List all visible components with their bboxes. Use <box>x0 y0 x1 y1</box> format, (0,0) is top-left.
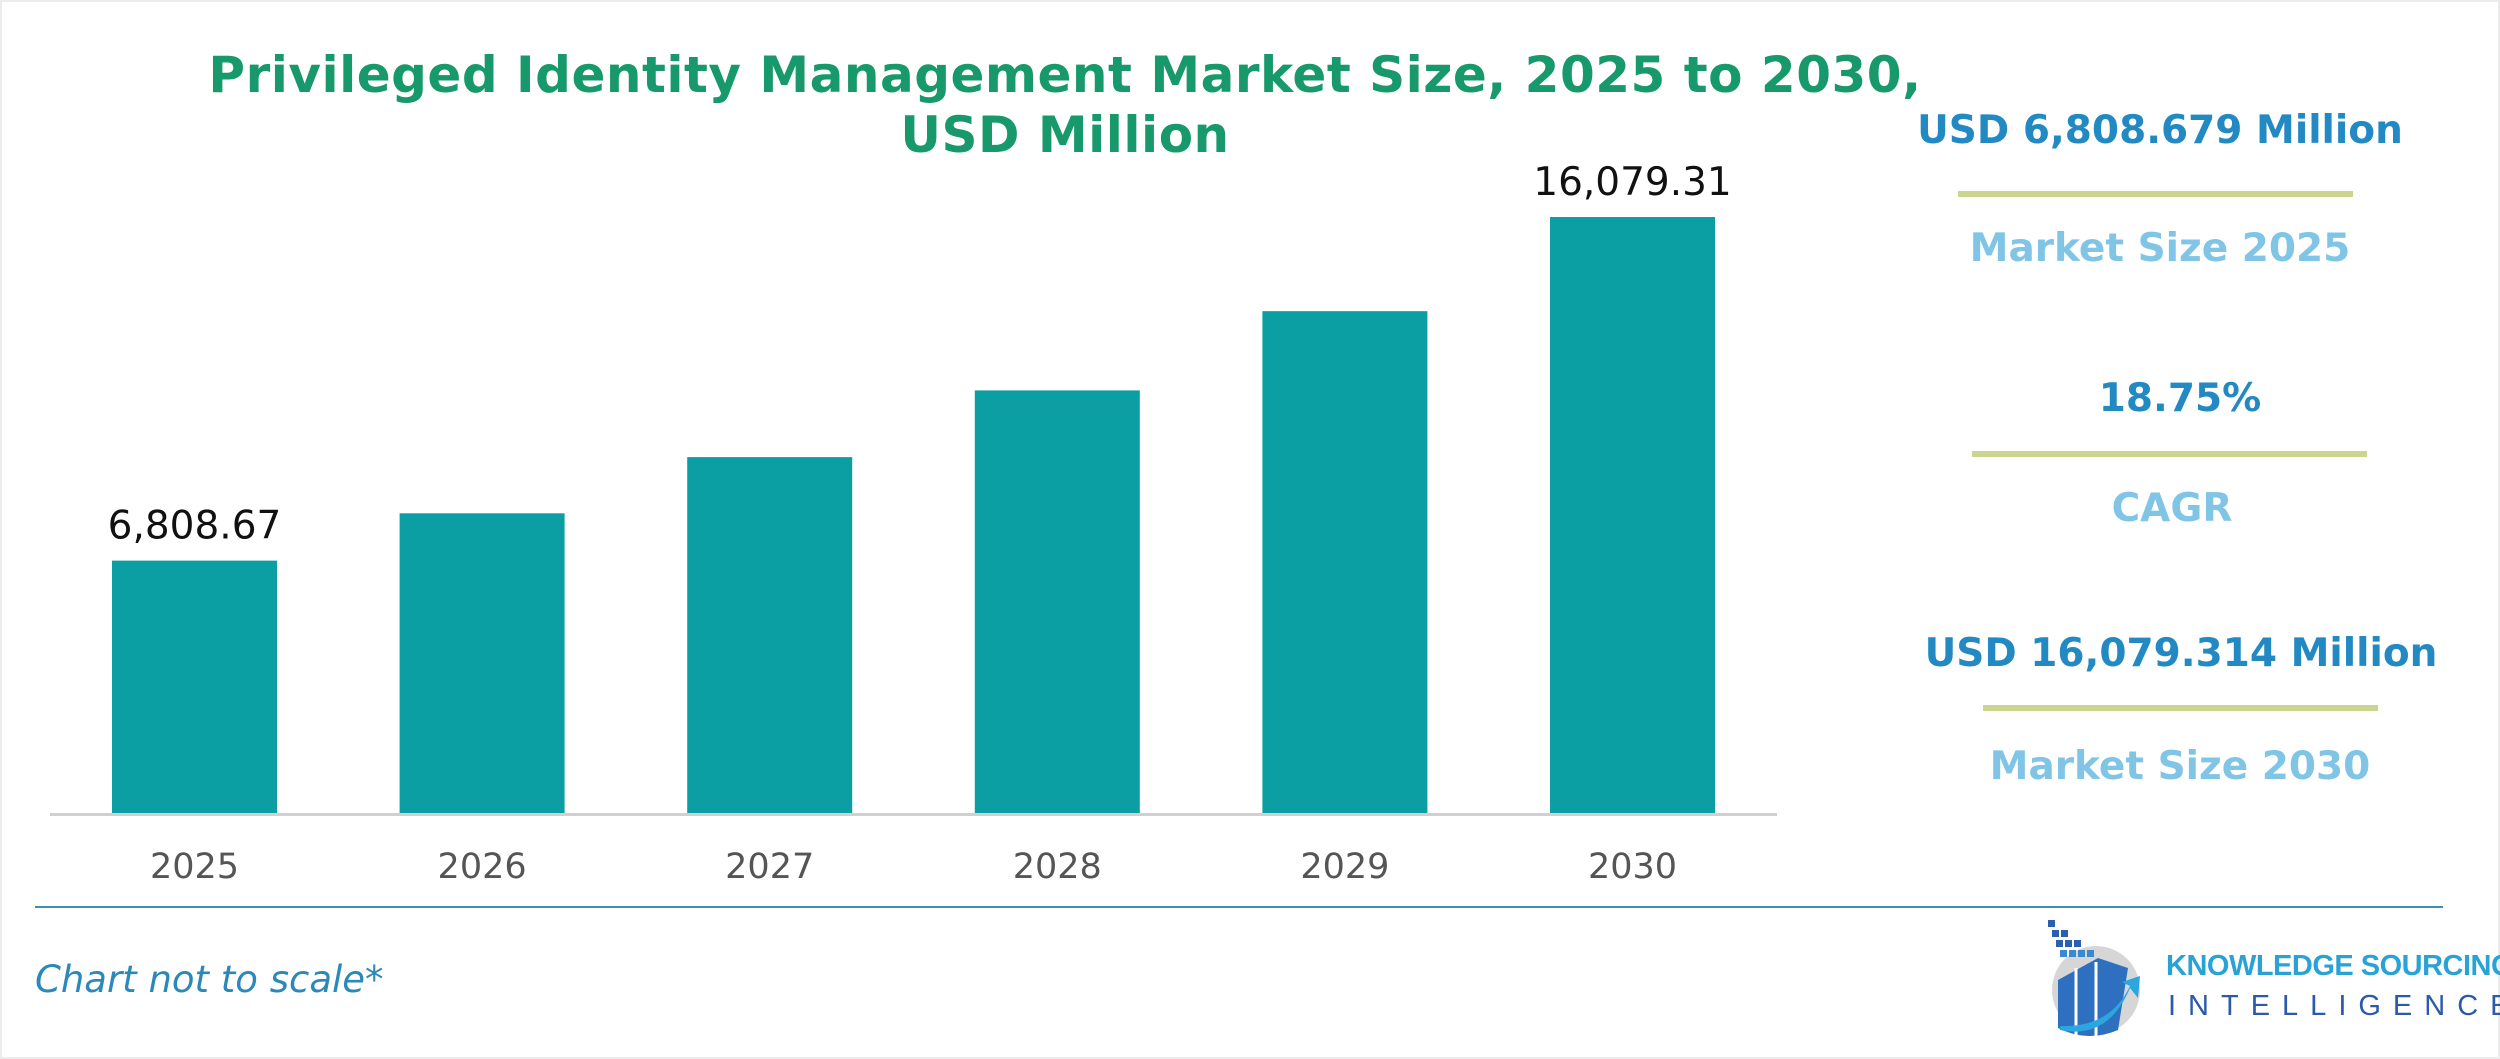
cagr-value: 18.75% <box>2098 376 2262 421</box>
bar-2029 <box>1262 311 1428 813</box>
bar-2028 <box>974 390 1140 813</box>
market-size-2030-label: Market Size 2030 <box>1989 744 2371 789</box>
chart-not-to-scale-note: Chart not to scale* <box>35 958 384 1001</box>
logo-globe-icon <box>2048 920 2140 1037</box>
knowledge-sourcing-logo: KNOWLEDGE SOURCING INTELLIGENCE <box>2038 918 2500 1043</box>
market-size-2030-value: USD 16,079.314 Million <box>1924 631 2438 676</box>
cagr-label: CAGR <box>2111 486 2233 531</box>
market-size-2025-value: USD 6,808.679 Million <box>1917 108 2403 153</box>
chart-title-line-1: Privileged Identity Management Market Si… <box>208 46 1922 104</box>
bar-2025 <box>112 560 277 813</box>
separator-1 <box>1958 191 2353 197</box>
chart-title-line-2: USD Million <box>900 106 1230 164</box>
x-tick-label-2027: 2027 <box>725 847 814 887</box>
x-tick-label-2029: 2029 <box>1300 847 1389 887</box>
data-label-2025: 6,808.67 <box>108 504 282 549</box>
footer-divider <box>35 906 2443 908</box>
data-label-2030: 16,079.31 <box>1533 160 1732 205</box>
separator-3 <box>1983 705 2378 711</box>
bar-2030 <box>1550 217 1715 813</box>
bar-2026 <box>399 513 565 813</box>
bar-2027 <box>687 457 853 813</box>
separator-2 <box>1972 451 2367 457</box>
x-tick-label-2025: 2025 <box>150 847 239 887</box>
logo-text-line-1: KNOWLEDGE SOURCING <box>2166 950 2500 982</box>
market-size-2025-label: Market Size 2025 <box>1969 226 2351 271</box>
x-tick-label-2030: 2030 <box>1588 847 1677 887</box>
x-tick-label-2028: 2028 <box>1013 847 1102 887</box>
logo-text-line-2: INTELLIGENCE <box>2168 990 2500 1022</box>
x-tick-label-2026: 2026 <box>438 847 527 887</box>
